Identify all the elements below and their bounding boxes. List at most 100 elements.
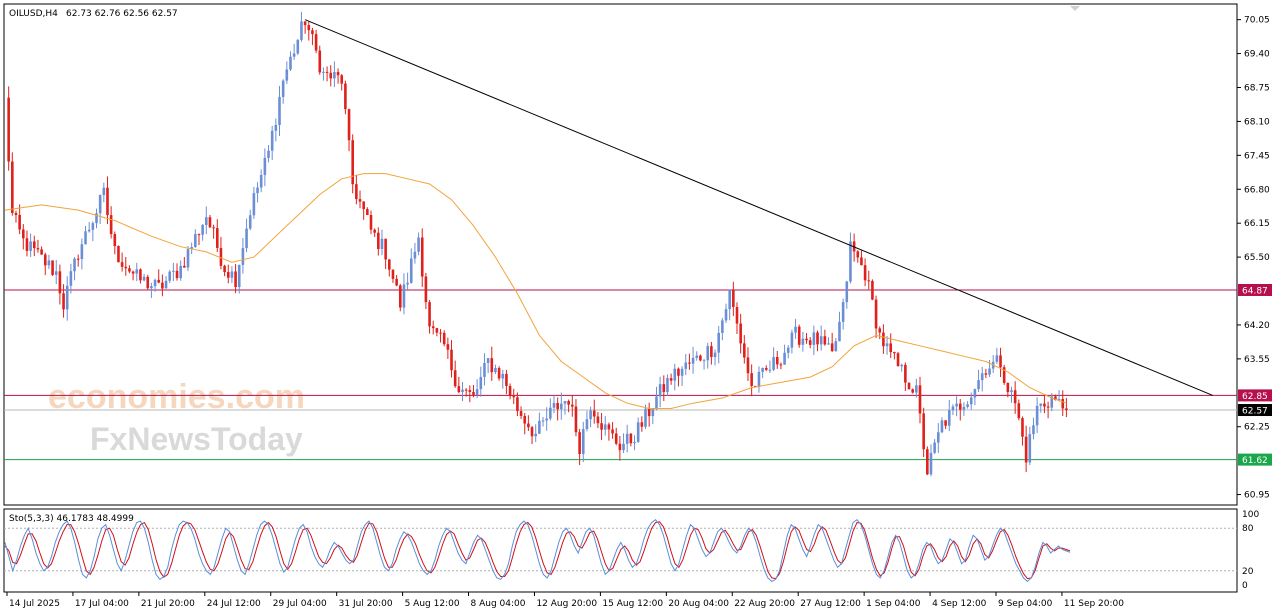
candle-body	[889, 343, 893, 353]
stoch-level-label: 80	[1242, 524, 1254, 534]
candle-body	[1050, 396, 1054, 408]
candle-body	[808, 340, 812, 345]
stoch-signal-line	[4, 521, 1071, 580]
candle-body	[11, 161, 14, 213]
candle-body	[581, 429, 585, 454]
candle-body	[25, 238, 29, 251]
candle-body	[428, 302, 431, 327]
candle-body	[201, 224, 204, 235]
candle-body	[779, 364, 783, 366]
candle-body	[391, 269, 395, 279]
candle-body	[314, 34, 318, 51]
price-tick-label: 60.95	[1244, 491, 1270, 501]
trendline[interactable]	[304, 19, 1213, 396]
candle-body	[823, 336, 827, 345]
candle-body	[69, 271, 73, 286]
price-tick-label: 66.80	[1244, 185, 1270, 195]
time-tick-label: 29 Jul 04:00	[273, 599, 327, 609]
candle-body	[603, 424, 607, 430]
candle-body	[300, 21, 303, 40]
candle-body	[636, 422, 640, 442]
candle-body	[186, 249, 190, 268]
candle-body	[395, 278, 398, 286]
candle-body	[336, 72, 340, 76]
candle-body	[303, 21, 307, 26]
candle-body	[252, 193, 256, 216]
candle-body	[625, 433, 629, 444]
candle-body	[468, 390, 472, 393]
candle-body	[724, 309, 728, 321]
candle-body	[530, 427, 534, 437]
candle-body	[893, 352, 896, 354]
chart-shift-marker-icon[interactable]	[1070, 6, 1080, 11]
candle-body	[219, 247, 223, 266]
time-tick-label: 20 Aug 04:00	[668, 599, 729, 609]
candle-body	[281, 80, 285, 97]
candle-body	[1013, 390, 1017, 404]
candle-body	[80, 244, 84, 259]
time-tick-label: 24 Jul 12:00	[207, 599, 261, 609]
candle-body	[65, 285, 69, 310]
candle-body	[775, 357, 779, 365]
candle-body	[183, 265, 186, 268]
time-tick-label: 21 Jul 20:00	[141, 599, 195, 609]
candle-body	[146, 276, 150, 289]
candle-body	[197, 234, 201, 236]
price-tick-label: 64.20	[1244, 321, 1270, 331]
horizontal-levels	[4, 289, 1237, 461]
candle-body	[91, 223, 95, 230]
candle-body	[205, 217, 208, 225]
candle-body	[58, 271, 62, 294]
candle-body	[153, 279, 157, 287]
candle-body	[849, 241, 852, 282]
candle-body	[87, 229, 91, 232]
candle-body	[728, 290, 731, 310]
candle-body	[464, 389, 468, 391]
candle-body	[1032, 425, 1035, 435]
candle-body	[245, 228, 248, 249]
candle-body	[878, 328, 882, 333]
level-tag-label: 64.87	[1242, 286, 1268, 296]
candle-body	[801, 338, 805, 345]
candle-body	[175, 270, 179, 279]
candle-body	[43, 254, 47, 266]
candle-body	[592, 410, 596, 417]
level-tag	[1238, 283, 1272, 296]
candle-body	[7, 97, 10, 162]
candle-body	[29, 241, 32, 251]
price-tick-label: 66.15	[1244, 219, 1270, 229]
candle-body	[494, 368, 497, 373]
candle-body	[347, 109, 351, 141]
candle-body	[32, 241, 36, 249]
candle-body	[560, 403, 563, 410]
level-tag-label: 62.85	[1242, 392, 1268, 402]
candle-body	[614, 433, 618, 444]
candle-body	[161, 282, 164, 289]
time-tick-label: 22 Aug 20:00	[734, 599, 795, 609]
candle-body	[695, 355, 699, 358]
candle-body	[702, 360, 706, 362]
candle-body	[944, 420, 947, 426]
candle-body	[662, 384, 666, 393]
candle-body	[1028, 434, 1032, 463]
candle-body	[117, 246, 120, 263]
candle-body	[863, 265, 867, 281]
candle-body	[435, 328, 439, 333]
candle-body	[907, 382, 911, 390]
candle-body	[256, 187, 259, 194]
candle-body	[322, 71, 325, 73]
candle-body	[1065, 408, 1068, 411]
candle-body	[988, 368, 991, 375]
candle-body	[373, 229, 376, 233]
candle-body	[578, 432, 581, 454]
time-tick-label: 27 Aug 12:00	[800, 599, 861, 609]
candle-body	[871, 280, 874, 300]
candle-body	[764, 367, 768, 370]
candle-body	[446, 344, 450, 350]
candle-body	[827, 343, 830, 345]
price-tick-label: 70.05	[1244, 16, 1270, 26]
candle-body	[142, 276, 146, 281]
candle-body	[98, 195, 102, 214]
candle-body	[340, 75, 344, 84]
